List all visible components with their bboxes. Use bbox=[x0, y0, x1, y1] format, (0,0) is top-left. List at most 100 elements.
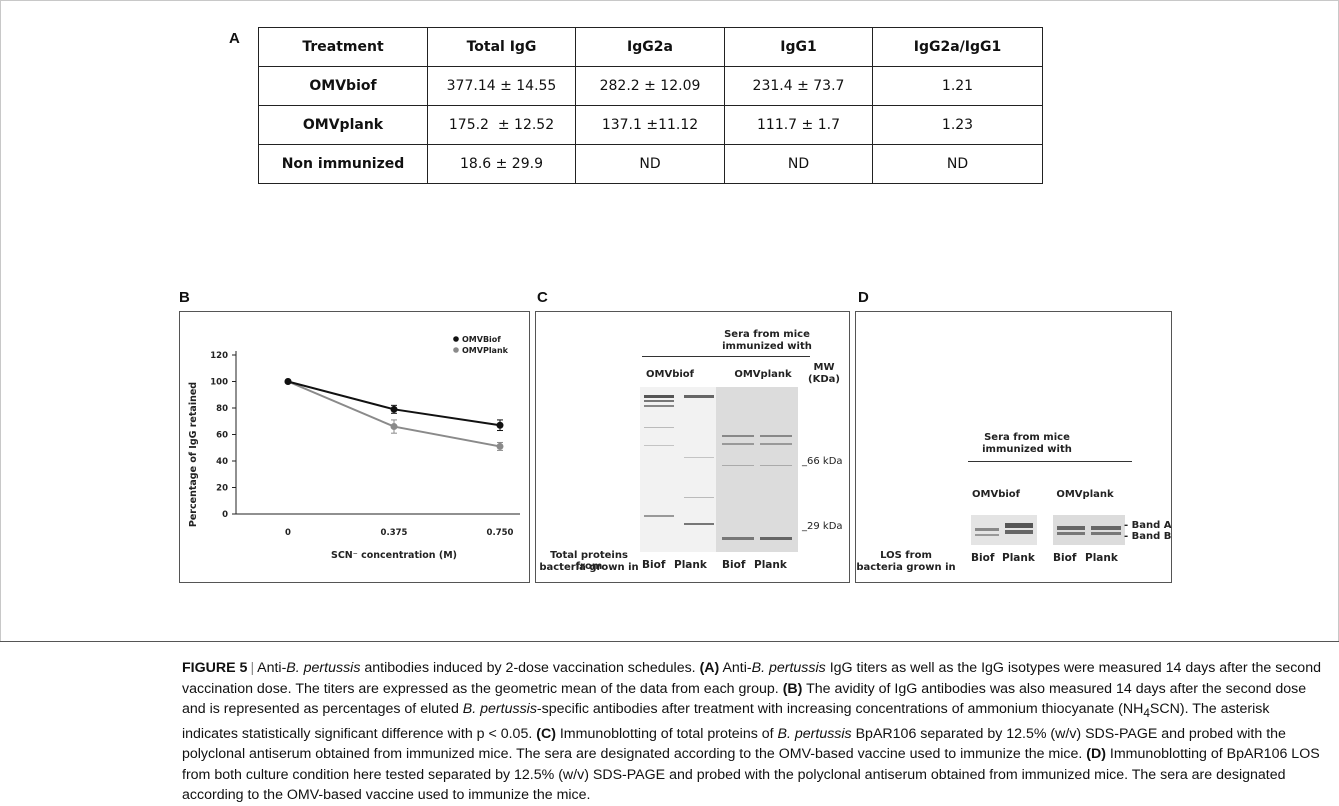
blot-c-marker-66: _66 kDa bbox=[802, 456, 843, 467]
blot-c-row-label-line2: bacteria grown in bbox=[539, 562, 639, 573]
avidity-chart: 0 20 40 60 80 100 120 0 0.375 0.750 SCN⁻ concentra… bbox=[188, 335, 520, 561]
table-row-header: OMVbiof bbox=[258, 66, 428, 106]
blot-d-group-label: OMVplank bbox=[1056, 489, 1114, 500]
caption-text: IgG titers as well as the IgG isotypes w… bbox=[182, 660, 1321, 697]
blot-d-row-label-line2: bacteria grown in bbox=[856, 562, 956, 573]
table-header-row: Treatment Total IgG IgG2a IgG1 IgG2a/IgG… bbox=[258, 27, 1043, 67]
table-row-header: OMVplank bbox=[258, 105, 428, 145]
caption-species: B. pertussis bbox=[462, 701, 537, 718]
table-cell: 282.2 ± 12.09 bbox=[575, 66, 725, 106]
data-point bbox=[390, 423, 398, 431]
table-cell: 137.1 ±11.12 bbox=[575, 105, 725, 145]
blot-c-row-label-line1: Total proteins from bbox=[550, 550, 628, 572]
blot-d-band-b-label: - Band B bbox=[1124, 531, 1172, 542]
panel-label-c: C bbox=[537, 289, 548, 306]
table-cell: 377.14 ± 14.55 bbox=[427, 66, 576, 106]
blot-c-header-line2: immunized with bbox=[722, 341, 812, 352]
avidity-chart-panel: 0 20 40 60 80 100 120 0 0.375 0.750 SCN⁻ concentra… bbox=[179, 311, 530, 583]
table-cell: 111.7 ± 1.7 bbox=[724, 105, 873, 145]
caption-text: BpAR106 separated by 12.5% (w/v) SDS-PAG… bbox=[182, 725, 1286, 763]
table-header-cell: Treatment bbox=[258, 27, 428, 67]
blot-c-lane-label: Plank bbox=[674, 559, 707, 571]
caption-text: Anti- bbox=[257, 660, 287, 676]
table-cell: 1.23 bbox=[872, 105, 1043, 145]
series-line bbox=[287, 380, 501, 448]
y-tick-label: 60 bbox=[216, 431, 228, 441]
blot-c-group-label: OMVbiof bbox=[646, 369, 694, 380]
table-row: OMVbiof 377.14 ± 14.55 282.2 ± 12.09 231… bbox=[258, 66, 1043, 106]
figure-caption: FIGURE 5 | Anti-B. pertussis antibodies in… bbox=[182, 658, 1322, 806]
blot-d-lane-label: Plank bbox=[1002, 552, 1035, 564]
blot-d-band-a-label: - Band A bbox=[1124, 520, 1172, 531]
table-cell: ND bbox=[724, 144, 873, 184]
x-tick-label: 0.750 bbox=[487, 528, 514, 538]
data-point bbox=[284, 378, 292, 385]
panel-label-a: A bbox=[229, 30, 240, 47]
legend-marker bbox=[453, 336, 459, 342]
table-cell: 231.4 ± 73.7 bbox=[724, 66, 873, 106]
data-point bbox=[390, 405, 398, 413]
blot-d-row-label-line1: LOS from bbox=[880, 550, 932, 561]
blot-c-marker-29: _29 kDa bbox=[802, 521, 843, 532]
table-row: Non immunized 18.6 ± 29.9 ND ND ND bbox=[258, 144, 1043, 184]
blot-d-strip-omvplank bbox=[1053, 515, 1125, 545]
blot-c-group-label: OMVplank bbox=[734, 369, 792, 380]
caption-panel-tag-c: (C) bbox=[536, 725, 556, 742]
legend-label: OMVPlank bbox=[462, 346, 509, 355]
figure-number: FIGURE 5 bbox=[182, 660, 248, 676]
caption-species: B. pertussis bbox=[751, 660, 826, 676]
figure-bottom-rule bbox=[0, 641, 1339, 642]
legend-label: OMVBiof bbox=[462, 335, 501, 344]
caption-separator: | bbox=[250, 660, 255, 676]
blot-c-header-line1: Sera from mice bbox=[724, 329, 810, 340]
data-point bbox=[496, 421, 504, 429]
blot-c-header-rule bbox=[642, 356, 810, 357]
caption-text: -specific antibodies after treatment wit… bbox=[536, 701, 1144, 718]
caption-text: The avidity of IgG antibodies was also m… bbox=[182, 680, 1307, 718]
panel-label-b: B bbox=[179, 289, 190, 306]
caption-panel-tag-d: (D) bbox=[1086, 746, 1106, 763]
y-tick-label: 100 bbox=[210, 378, 228, 388]
igg-titers-table: Treatment Total IgG IgG2a IgG1 IgG2a/IgG… bbox=[258, 27, 1043, 184]
table-cell: 175.2 ± 12.52 bbox=[427, 105, 576, 145]
blot-c-lane-label: Plank bbox=[754, 559, 787, 571]
blot-d-header-line1: Sera from mice bbox=[984, 432, 1070, 443]
blot-d-strip-omvbiof bbox=[971, 515, 1037, 545]
caption-text: Anti- bbox=[719, 660, 752, 676]
caption-text: Immunoblotting of BpAR106 LOS from both … bbox=[182, 746, 1320, 804]
caption-species: B. pertussis bbox=[777, 725, 852, 742]
table-header-cell: IgG1 bbox=[724, 27, 873, 67]
caption-panel-tag-a: (A) bbox=[699, 660, 720, 676]
caption-species: B. pertussis bbox=[286, 660, 361, 676]
legend-marker bbox=[453, 347, 459, 353]
y-tick-label: 80 bbox=[216, 404, 228, 414]
blot-d-header-line2: immunized with bbox=[982, 444, 1072, 455]
y-axis-label: Percentage of IgG retained bbox=[188, 382, 199, 527]
blot-d-lane-label: Plank bbox=[1085, 552, 1118, 564]
blot-d-group-label: OMVbiof bbox=[972, 489, 1020, 500]
series-line bbox=[287, 380, 501, 427]
table-cell: 1.21 bbox=[872, 66, 1043, 106]
blot-c-strip-omvplank bbox=[716, 387, 798, 552]
blot-c-mw-unit: (KDa) bbox=[808, 374, 840, 385]
los-immunoblot-panel: Sera from mice immunized with OMVbiof OM… bbox=[855, 311, 1172, 583]
table-cell: ND bbox=[575, 144, 725, 184]
caption-text: antibodies induced by 2-dose vaccination… bbox=[360, 660, 700, 676]
table-row: OMVplank 175.2 ± 12.52 137.1 ±11.12 111.… bbox=[258, 105, 1043, 145]
table-header-cell: IgG2a/IgG1 bbox=[872, 27, 1043, 67]
x-tick-label: 0.375 bbox=[381, 528, 408, 538]
table-header-cell: IgG2a bbox=[575, 27, 725, 67]
blot-c-lane-label: Biof bbox=[722, 559, 746, 571]
caption-text: Immunoblotting of total proteins of bbox=[555, 725, 778, 742]
x-axis-label: SCN⁻ concentration (M) bbox=[331, 550, 457, 561]
caption-panel-tag-b: (B) bbox=[782, 680, 803, 697]
blot-c-lane-label: Biof bbox=[642, 559, 666, 571]
blot-d-header-rule bbox=[968, 461, 1132, 462]
caption-text: SCN). The asterisk indicates statistical… bbox=[182, 701, 1270, 742]
y-tick-label: 20 bbox=[216, 484, 228, 494]
panel-label-d: D bbox=[858, 289, 869, 306]
table-header-cell: Total IgG bbox=[427, 27, 576, 67]
table-cell: ND bbox=[872, 144, 1043, 184]
blot-c-mw-label: MW bbox=[813, 362, 835, 373]
blot-d-lane-label: Biof bbox=[1053, 552, 1077, 564]
